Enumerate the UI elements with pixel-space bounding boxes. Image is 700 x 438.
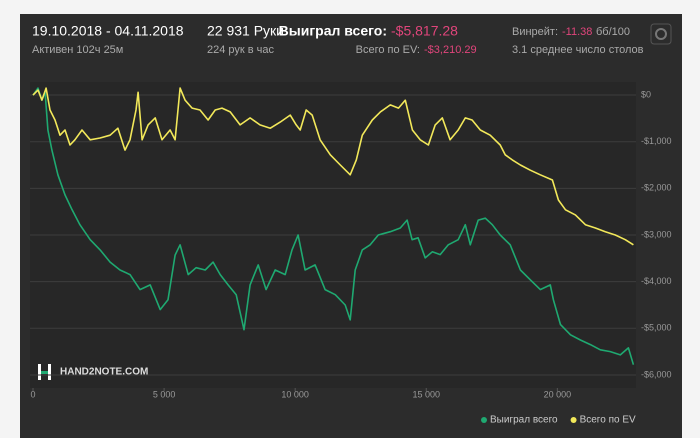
x-tick-label: 0 [30, 389, 35, 399]
gear-icon [655, 28, 667, 40]
legend-label: Выиграл всего [490, 415, 558, 426]
y-tick-label: -$5,000 [641, 323, 672, 333]
settings-button[interactable] [650, 23, 672, 45]
y-tick-label: $0 [641, 89, 651, 99]
winrate-label: Винрейт: [512, 26, 558, 38]
ev-value: -$3,210.29 [424, 44, 477, 56]
x-tick-label: 10 000 [281, 389, 309, 399]
ev-label: Всего по EV: [356, 44, 420, 56]
x-tick-label: 5 000 [153, 389, 176, 399]
date-range: 19.10.2018 - 04.11.2018 [32, 23, 184, 39]
y-tick-label: -$3,000 [641, 229, 672, 239]
logo-bar [41, 371, 48, 374]
legend-label: Всего по EV [580, 415, 636, 426]
won-value: -$5,817.28 [391, 23, 458, 39]
won-label: Выиграл всего: [279, 23, 387, 39]
y-tick-label: -$4,000 [641, 276, 672, 286]
x-tick-label: 20 000 [544, 389, 572, 399]
active-time: Активен 102ч 25м [32, 44, 123, 56]
hands-rate: 224 рук в час [207, 44, 275, 56]
watermark: HAND2NOTE.COM [60, 367, 148, 378]
winrate-unit: бб/100 [596, 26, 630, 38]
y-tick-label: -$1,000 [641, 136, 672, 146]
logo-bar [48, 364, 51, 380]
series-line [32, 87, 635, 365]
tables: 3.1 среднее число столов [512, 44, 644, 56]
x-tick-label: 15 000 [412, 389, 440, 399]
logo-bar [38, 364, 41, 380]
y-tick-label: -$6,000 [641, 369, 672, 379]
hands: 22 931 Руки [207, 23, 284, 39]
y-tick-label: -$2,000 [641, 183, 672, 193]
series-line [32, 87, 634, 246]
legend-marker [481, 417, 487, 423]
legend-marker [570, 417, 577, 423]
winrate-value: -11.38 [562, 26, 592, 38]
